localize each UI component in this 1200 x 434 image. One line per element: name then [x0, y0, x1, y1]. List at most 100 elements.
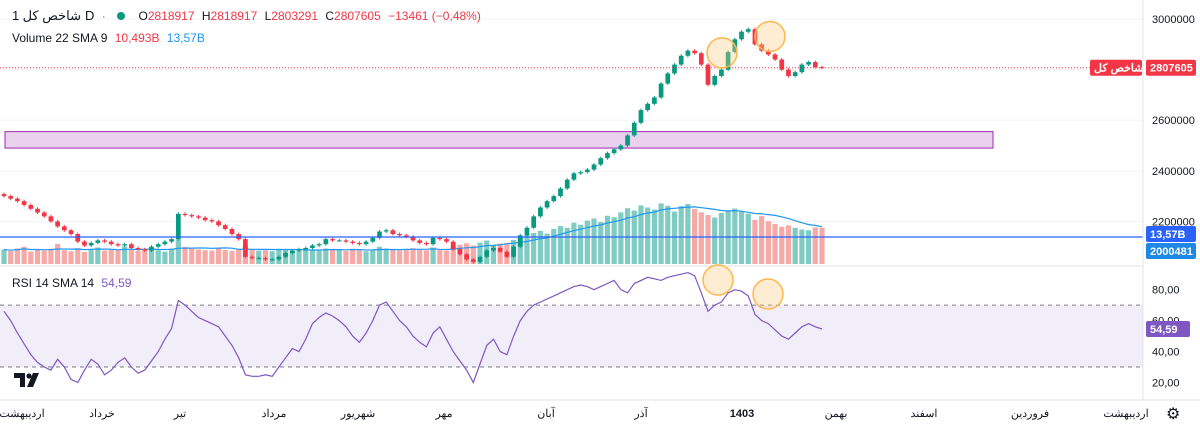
- candle-body: [745, 29, 751, 32]
- candle-body: [88, 242, 94, 246]
- volume-bar: [61, 250, 67, 264]
- main-legend[interactable]: شاخص كل 1D · O2818917 H2818917 L2803291 …: [12, 8, 485, 24]
- tradingview-logo-icon[interactable]: [13, 369, 41, 391]
- volume-bar: [785, 225, 792, 264]
- volume-bar: [68, 251, 74, 264]
- candle-body: [698, 53, 704, 65]
- volume-bar: [296, 249, 302, 264]
- volume-bar: [403, 249, 409, 264]
- rsi-last-badge-bg: [1146, 320, 1190, 337]
- rsi-tick-label: 40,00: [1152, 347, 1180, 359]
- highlight-circle: [706, 37, 738, 69]
- high-value: 2818917: [210, 9, 258, 23]
- volume-bar: [323, 248, 329, 264]
- rsi-legend[interactable]: RSI 14 SMA 14 54,59: [12, 276, 135, 290]
- gear-icon[interactable]: ⚙: [1166, 406, 1181, 423]
- candle-body: [363, 241, 369, 245]
- candle-body: [75, 234, 81, 242]
- candle-body: [611, 149, 617, 154]
- candle-body: [558, 188, 563, 197]
- volume-sma-line: [3, 206, 823, 251]
- volume-bar: [598, 221, 604, 264]
- highlight-circles[interactable]: [706, 20, 786, 69]
- volume-bar: [1, 249, 7, 264]
- volume-bar: [350, 248, 356, 264]
- candle-body: [645, 103, 651, 111]
- open-value: 2818917: [147, 9, 195, 23]
- candle-body: [618, 145, 624, 150]
- candle-body: [82, 241, 87, 246]
- volume-bar: [705, 215, 711, 264]
- candle-body: [182, 213, 188, 216]
- volume-bar: [470, 245, 476, 264]
- volume-bar: [155, 250, 161, 264]
- candle-body: [457, 249, 463, 255]
- close-label: C: [325, 9, 335, 23]
- candle-body: [102, 240, 107, 242]
- volume-bar: [698, 212, 704, 264]
- candle-body: [303, 247, 309, 250]
- candle-body: [175, 213, 181, 240]
- time-tick-label: فروردین: [1011, 408, 1049, 420]
- candle-body: [779, 59, 785, 70]
- volume-bar: [383, 248, 389, 264]
- candle-body: [544, 201, 550, 208]
- volume-bar: [75, 248, 81, 264]
- candle-body: [21, 201, 27, 205]
- candle-body: [564, 179, 570, 189]
- candle-body: [202, 217, 208, 221]
- candle-body: [672, 64, 677, 74]
- candle-body: [450, 241, 456, 250]
- volume-bar: [28, 251, 34, 264]
- time-tick-label: آبان: [537, 407, 555, 420]
- volume-bar: [410, 248, 416, 264]
- resistance-zone[interactable]: [4, 131, 994, 149]
- candle-body: [403, 235, 409, 237]
- time-tick-label: مرداد: [262, 408, 287, 420]
- time-axis[interactable]: اردیبهشت خرداد تیر مرداد شهریور مهر آبان آذر 140…: [0, 407, 1149, 420]
- candle-body: [766, 50, 771, 55]
- volume-bar: [584, 220, 590, 264]
- time-tick-label: تیر: [173, 408, 186, 420]
- time-tick-label: مهر: [434, 408, 452, 420]
- volume-bar: [604, 215, 611, 264]
- rsi-band-fill: [0, 305, 1143, 368]
- last-price-badge: 2807605: [1150, 63, 1193, 75]
- candle-body: [739, 31, 744, 40]
- candle-body: [584, 169, 590, 173]
- candle-body: [229, 229, 235, 235]
- volume-bar: [175, 239, 181, 264]
- volume-bar: [81, 251, 88, 264]
- candle-body: [638, 110, 644, 123]
- candle-body: [424, 242, 429, 245]
- volume-bar: [336, 249, 342, 264]
- candle-body: [578, 172, 583, 174]
- volume-bar: [169, 248, 175, 264]
- candle-body: [122, 244, 128, 246]
- volume-bar: [759, 216, 765, 264]
- volume-bar: [665, 205, 671, 264]
- horizontal-line-sub-badge-bg: [1146, 243, 1196, 259]
- candle-body: [243, 239, 248, 257]
- volume-bar: [376, 246, 383, 264]
- symbol-name[interactable]: شاخص كل: [22, 8, 82, 23]
- volume-bar: [122, 246, 128, 264]
- rsi-highlight-circles[interactable]: [702, 264, 784, 310]
- volume-bar: [108, 249, 114, 264]
- candle-body: [444, 239, 449, 242]
- candle-body: [625, 135, 630, 146]
- candle-body: [283, 253, 288, 257]
- volume-legend[interactable]: Volume 22 SMA 9 10,493B 13,57B: [12, 31, 209, 45]
- rsi-title[interactable]: RSI 14 SMA 14: [12, 276, 95, 290]
- volume-title[interactable]: Volume 22 SMA 9: [12, 31, 108, 45]
- volume-bar: [537, 230, 543, 264]
- interval-label[interactable]: 1D: [12, 8, 95, 23]
- candle-body: [571, 173, 577, 180]
- rsi-tick-label: 80,00: [1152, 285, 1180, 297]
- candle-body: [196, 216, 201, 218]
- volume-bar: [189, 248, 195, 264]
- candle-body: [289, 250, 295, 254]
- volume-bar: [41, 250, 47, 264]
- open-label: O: [138, 9, 148, 23]
